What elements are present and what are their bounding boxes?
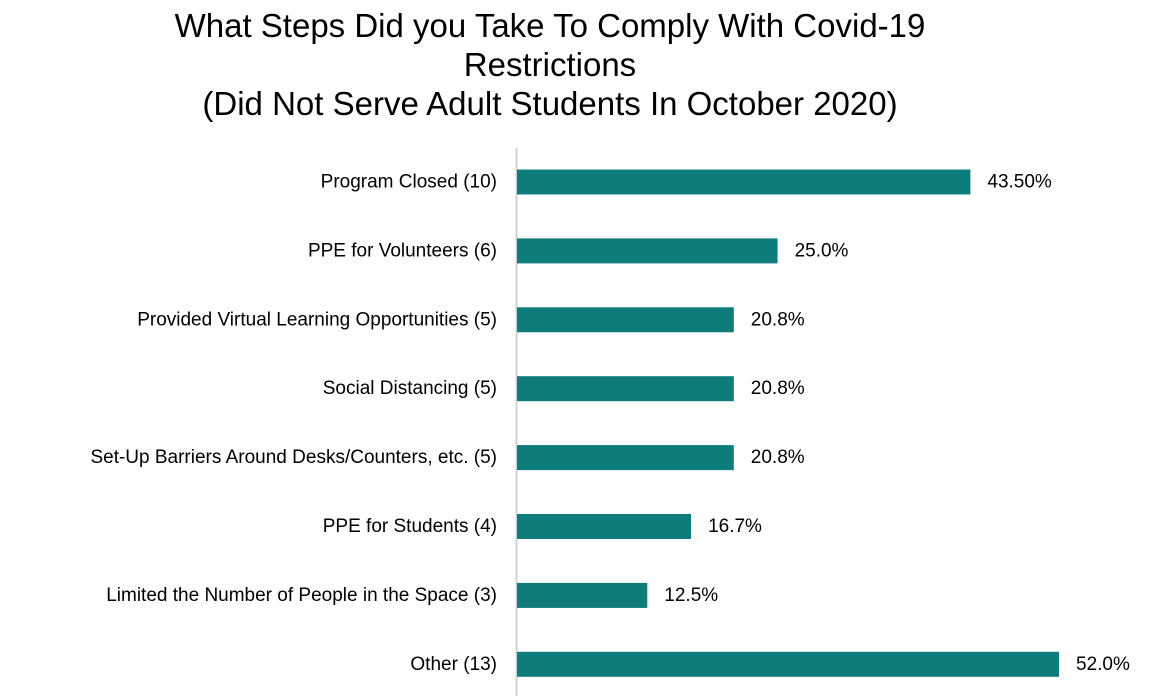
category-label: Set-Up Barriers Around Desks/Counters, e… xyxy=(90,447,497,468)
value-label: 20.8% xyxy=(751,378,805,399)
category-label: Program Closed (10) xyxy=(321,172,497,193)
chart-title-line-1: What Steps Did you Take To Comply With C… xyxy=(174,7,926,44)
category-label: PPE for Volunteers (6) xyxy=(308,240,497,261)
category-label: PPE for Students (4) xyxy=(323,516,497,537)
bars-layer: Program Closed (10) 43.50% PPE for Volunte… xyxy=(90,169,1130,677)
bar xyxy=(517,514,692,539)
bar xyxy=(517,169,971,195)
bar xyxy=(517,445,734,471)
bar xyxy=(517,307,734,333)
category-label: Other (13) xyxy=(410,654,497,675)
value-label: 52.0% xyxy=(1076,654,1130,675)
chart-title-line-2: Restrictions xyxy=(463,46,637,83)
value-label: 16.7% xyxy=(708,516,762,537)
value-label: 25.0% xyxy=(795,240,849,261)
bar xyxy=(517,238,778,264)
value-label: 43.50% xyxy=(987,172,1052,193)
bar xyxy=(517,582,648,608)
bar xyxy=(517,651,1059,677)
category-label: Provided Virtual Learning Opportunities … xyxy=(137,309,497,330)
value-label: 20.8% xyxy=(751,447,805,468)
value-label: 12.5% xyxy=(664,585,718,606)
value-label: 20.8% xyxy=(751,309,805,330)
bar xyxy=(517,376,734,402)
chart-title-line-3: (Did Not Serve Adult Students In October… xyxy=(202,85,898,122)
chart-title: What Steps Did you Take To Comply With C… xyxy=(0,6,1100,123)
category-label: Limited the Number of People in the Spac… xyxy=(106,585,497,606)
category-label: Social Distancing (5) xyxy=(323,378,497,399)
